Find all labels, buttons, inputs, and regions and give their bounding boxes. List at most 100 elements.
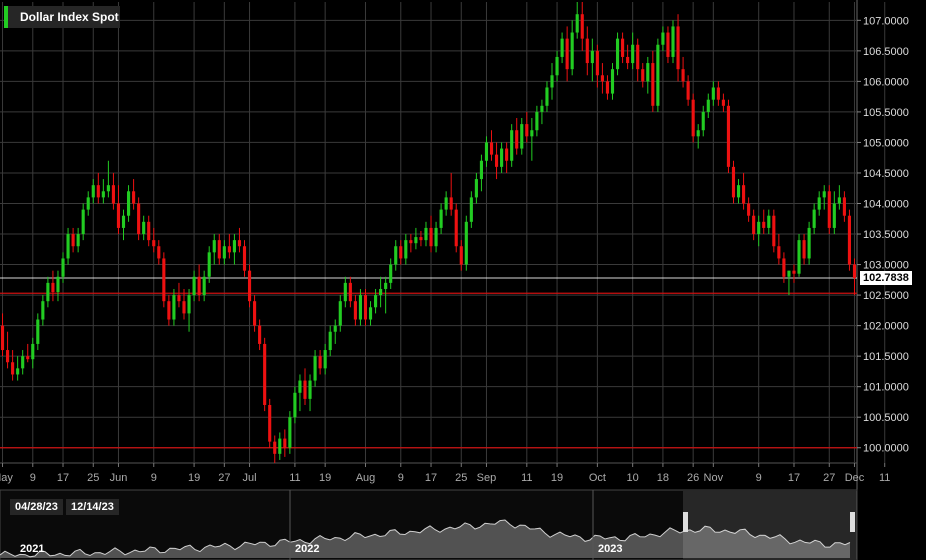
x-tick-label: Oct bbox=[589, 472, 606, 484]
y-tick-label: 100.5000 bbox=[863, 412, 909, 424]
navigator-handle-right bbox=[850, 512, 855, 532]
candle-body bbox=[736, 185, 741, 198]
candle-body bbox=[343, 282, 347, 302]
candle-body bbox=[716, 87, 720, 100]
candle-body bbox=[36, 319, 40, 344]
candle-body bbox=[500, 148, 504, 167]
candle-body bbox=[595, 50, 599, 76]
candle-body bbox=[515, 130, 519, 149]
candle-body bbox=[91, 185, 95, 198]
candle-body bbox=[621, 38, 625, 57]
candle-body bbox=[207, 252, 211, 277]
candle-body bbox=[742, 185, 746, 204]
candle-body bbox=[333, 325, 337, 332]
candle-body bbox=[338, 301, 342, 326]
candle-body bbox=[847, 215, 852, 265]
candle-body bbox=[298, 380, 302, 393]
y-tick-label: 104.5000 bbox=[863, 168, 909, 180]
candle-body bbox=[368, 307, 373, 320]
candle-body bbox=[752, 215, 756, 235]
candle-body bbox=[126, 191, 131, 216]
candle-body bbox=[318, 356, 322, 369]
candle-body bbox=[535, 111, 539, 131]
candle-body bbox=[71, 234, 75, 247]
candle-body bbox=[696, 130, 700, 137]
candle-body bbox=[192, 276, 196, 296]
candle-body bbox=[782, 258, 786, 277]
candle-body bbox=[328, 331, 332, 351]
candle-body bbox=[308, 380, 312, 399]
candle-body bbox=[615, 38, 620, 70]
navigator-start-date[interactable]: 04/28/23 bbox=[10, 499, 63, 515]
candle-body bbox=[182, 301, 186, 314]
candle-body bbox=[842, 197, 846, 216]
candle-body bbox=[792, 270, 796, 274]
x-tick-label: 19 bbox=[188, 472, 200, 484]
candle-body bbox=[686, 81, 690, 100]
y-tick-label: 103.5000 bbox=[863, 229, 909, 241]
candle-body bbox=[651, 63, 655, 106]
y-tick-label: 102.5000 bbox=[863, 290, 909, 302]
y-tick-label: 104.0000 bbox=[863, 198, 909, 210]
x-tick-label: May bbox=[0, 472, 13, 484]
candle-body bbox=[81, 209, 85, 235]
candle-body bbox=[273, 441, 277, 454]
candle-body bbox=[772, 215, 776, 247]
x-tick-label: 27 bbox=[218, 472, 230, 484]
candle-body bbox=[575, 14, 579, 33]
candle-body bbox=[656, 44, 660, 106]
candle-body bbox=[570, 32, 574, 70]
candle-body bbox=[540, 105, 544, 112]
x-tick-label: 9 bbox=[151, 472, 157, 484]
candle-body bbox=[399, 246, 403, 259]
candle-body bbox=[827, 191, 831, 228]
candle-body bbox=[111, 185, 115, 204]
candle-body bbox=[641, 69, 645, 82]
candle-body bbox=[797, 240, 801, 274]
chart-title-box[interactable]: Dollar Index Spot bbox=[4, 6, 120, 28]
candle-body bbox=[101, 191, 105, 198]
navigator[interactable] bbox=[0, 489, 858, 560]
candle-body bbox=[26, 356, 30, 360]
candle-body bbox=[303, 380, 307, 399]
candle-body bbox=[731, 166, 736, 198]
candle-body bbox=[474, 179, 478, 198]
navigator-end-date[interactable]: 12/14/23 bbox=[66, 499, 119, 515]
candle-body bbox=[389, 264, 393, 283]
candle-body bbox=[757, 221, 761, 235]
candle-body bbox=[434, 227, 438, 247]
candle-body bbox=[253, 301, 257, 326]
candle-body bbox=[116, 203, 121, 228]
candle-body bbox=[706, 99, 710, 112]
chart-title: Dollar Index Spot bbox=[20, 10, 119, 24]
candle-body bbox=[802, 240, 806, 259]
candle-body bbox=[817, 197, 821, 210]
x-tick-label: 11 bbox=[879, 472, 890, 484]
candle-body bbox=[187, 295, 191, 314]
x-tick-label: Sep bbox=[477, 472, 497, 484]
x-tick-label: 19 bbox=[319, 472, 331, 484]
candle-body bbox=[807, 227, 811, 259]
candle-body bbox=[86, 197, 90, 210]
y-tick-label: 106.0000 bbox=[863, 76, 909, 88]
candle-body bbox=[762, 221, 766, 228]
candle-body bbox=[21, 356, 25, 369]
candle-body bbox=[711, 87, 715, 100]
y-tick-label: 102.0000 bbox=[863, 321, 909, 333]
candle-body bbox=[489, 142, 494, 155]
candle-body bbox=[409, 240, 413, 244]
candle-body bbox=[11, 362, 15, 375]
candle-body bbox=[172, 295, 176, 320]
candle-body bbox=[379, 288, 383, 296]
x-axis: May 9 17 25 Jun 9 19 27 Jul 11 19 Aug 9 17 25 Sep 11 19 Oc… bbox=[0, 463, 890, 484]
candle-body bbox=[202, 276, 206, 296]
candle-body bbox=[464, 221, 468, 265]
navigator-line bbox=[0, 519, 851, 558]
x-tick-label: Nov bbox=[704, 472, 724, 484]
candle-body bbox=[247, 270, 252, 302]
candle-body bbox=[449, 197, 453, 210]
candle-body bbox=[747, 203, 751, 216]
candle-body bbox=[852, 264, 857, 278]
candle-body bbox=[31, 343, 35, 360]
candle-body bbox=[822, 191, 826, 198]
